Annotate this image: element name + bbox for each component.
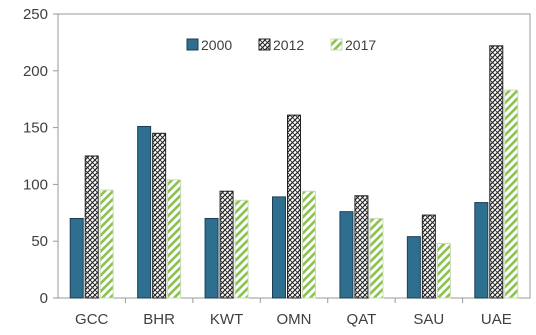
- y-tick-label: 200: [23, 63, 48, 80]
- bar-2017-QAT: [369, 217, 384, 299]
- legend-label-2000: 2000: [201, 37, 232, 53]
- bar-2017-KWT: [234, 199, 249, 299]
- x-tick-label: GCC: [75, 311, 109, 328]
- legend-label-2012: 2012: [273, 37, 304, 53]
- bar-2000-OMN: [272, 196, 286, 299]
- axes: 0 50 100 150 200 250 GCC BHR KWT OMN QAT SAU UAE: [23, 6, 531, 328]
- bar-2000-GCC: [69, 217, 84, 299]
- bar-2017-BHR: [167, 179, 182, 299]
- bar-2012-KWT: [219, 190, 234, 299]
- y-tick-label: 250: [23, 6, 48, 23]
- x-tick-label: KWT: [210, 311, 243, 328]
- y-tick-label: 150: [23, 120, 48, 137]
- bar-2017-OMN: [302, 190, 316, 299]
- bar-2012-QAT: [354, 195, 369, 299]
- bar-2000-QAT: [339, 211, 354, 299]
- bar-2000-KWT: [204, 217, 219, 299]
- legend-swatch-2012: [258, 38, 271, 51]
- x-tick-label: OMN: [277, 311, 312, 328]
- x-tick-label: BHR: [143, 311, 175, 328]
- x-tick-label: SAU: [413, 311, 444, 328]
- legend-swatch-2000: [186, 38, 199, 51]
- bar-2017-SAU: [436, 242, 451, 299]
- bar-2017-GCC: [99, 189, 114, 299]
- bars: [69, 45, 519, 299]
- legend-swatch-2017: [330, 38, 343, 51]
- bar-2017-UAE: [504, 89, 519, 299]
- y-tick-label: 0: [40, 290, 48, 307]
- bar-2012-GCC: [84, 155, 99, 299]
- bar-2012-SAU: [421, 214, 436, 299]
- legend-label-2017: 2017: [345, 37, 376, 53]
- y-tick-label: 50: [31, 233, 48, 250]
- x-tick-label: UAE: [481, 311, 512, 328]
- legend: 2000 2012 2017: [186, 37, 376, 53]
- bar-2012-OMN: [287, 114, 301, 299]
- bar-2012-UAE: [489, 45, 504, 299]
- bar-2000-BHR: [137, 125, 152, 299]
- bar-2000-UAE: [474, 202, 489, 299]
- bar-2012-BHR: [152, 132, 167, 299]
- bar-2000-SAU: [406, 236, 421, 299]
- x-tick-label: QAT: [347, 311, 377, 328]
- y-tick-label: 100: [23, 176, 48, 193]
